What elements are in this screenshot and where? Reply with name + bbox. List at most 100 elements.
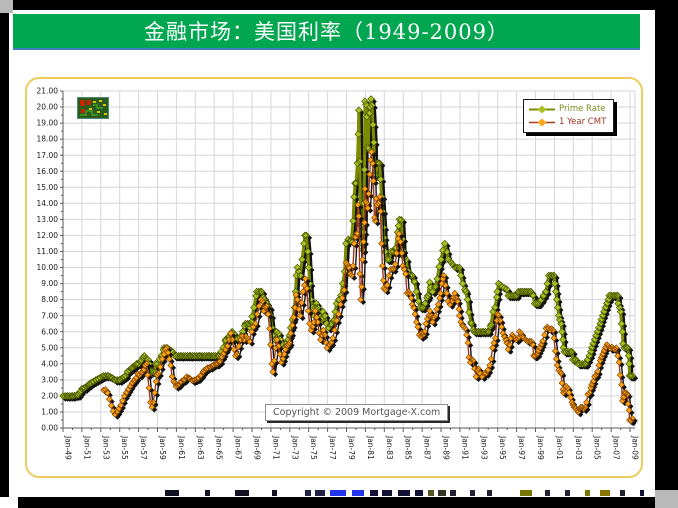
frame-border-top — [13, 0, 678, 10]
svg-text:Jan-99: Jan-99 — [536, 435, 545, 460]
svg-text:Jan-91: Jan-91 — [460, 435, 469, 460]
svg-text:Jan-53: Jan-53 — [101, 435, 110, 460]
svg-text:Jan-97: Jan-97 — [517, 435, 526, 460]
svg-text:15.00: 15.00 — [37, 183, 59, 192]
copyright-text: Copyright © 2009 Mortgage-X.com — [273, 407, 441, 418]
legend-label-prime-rate: Prime Rate — [559, 104, 606, 114]
svg-text:Jan-05: Jan-05 — [593, 435, 602, 460]
frame-border-left — [0, 13, 9, 497]
caption-fragment — [520, 490, 532, 496]
svg-text:Jan-81: Jan-81 — [366, 435, 375, 460]
svg-text:0.00: 0.00 — [41, 424, 58, 433]
svg-text:Jan-77: Jan-77 — [328, 435, 337, 460]
svg-text:Jan-63: Jan-63 — [196, 435, 205, 460]
caption-fragment — [600, 490, 610, 496]
svg-text:Jan-87: Jan-87 — [423, 435, 432, 460]
svg-text:17.00: 17.00 — [37, 151, 59, 160]
svg-text:19.00: 19.00 — [37, 119, 59, 128]
svg-text:2.00: 2.00 — [41, 392, 58, 401]
svg-text:6.00: 6.00 — [41, 327, 58, 336]
mortgage-x-logo-icon — [77, 97, 109, 119]
caption-fragment — [620, 490, 625, 496]
legend-item-prime-rate: Prime Rate — [529, 103, 606, 116]
svg-text:Jan-93: Jan-93 — [479, 435, 488, 460]
caption-fragment — [165, 490, 179, 496]
slide-title: 金融市场：美国利率（1949-2009） — [144, 20, 509, 44]
svg-text:Jan-61: Jan-61 — [177, 435, 186, 460]
svg-text:1.00: 1.00 — [41, 408, 58, 417]
chart-legend: Prime Rate 1 Year CMT — [523, 99, 615, 133]
svg-text:Jan-57: Jan-57 — [139, 435, 148, 460]
svg-text:Jan-55: Jan-55 — [120, 435, 129, 460]
clipped-caption-text — [0, 487, 678, 497]
caption-fragment — [382, 490, 392, 496]
svg-text:Jan-89: Jan-89 — [442, 435, 451, 460]
rate-chart: 21.00 20.00 19.00 18.00 17.00 16.00 15.00 14.00… — [25, 77, 643, 478]
svg-text:Jan-03: Jan-03 — [574, 435, 583, 460]
svg-text:3.00: 3.00 — [41, 376, 58, 385]
caption-fragment — [487, 490, 492, 496]
svg-text:12.00: 12.00 — [37, 231, 59, 240]
svg-text:Jan-01: Jan-01 — [555, 435, 564, 460]
svg-text:7.00: 7.00 — [41, 311, 58, 320]
svg-text:Jan-49: Jan-49 — [64, 435, 73, 460]
caption-fragment — [315, 490, 325, 496]
svg-text:Jan-65: Jan-65 — [215, 435, 224, 460]
svg-text:10.00: 10.00 — [37, 263, 59, 272]
copyright-watermark: Copyright © 2009 Mortgage-X.com — [265, 404, 449, 421]
frame-corner-bottomright — [655, 490, 678, 508]
svg-text:Jan-07: Jan-07 — [612, 435, 621, 460]
svg-text:20.00: 20.00 — [37, 103, 59, 112]
svg-text:9.00: 9.00 — [41, 279, 58, 288]
svg-text:14.00: 14.00 — [37, 199, 59, 208]
svg-text:Jan-09: Jan-09 — [631, 435, 640, 460]
svg-text:Jan-95: Jan-95 — [498, 435, 507, 460]
caption-fragment — [585, 490, 590, 496]
prime-rate-series — [59, 95, 639, 402]
svg-text:18.00: 18.00 — [37, 135, 59, 144]
caption-fragment — [545, 490, 550, 496]
caption-fragment — [352, 490, 364, 496]
slide-title-banner: 金融市场：美国利率（1949-2009） — [13, 14, 640, 50]
legend-item-1-year-cmt: 1 Year CMT — [529, 116, 606, 129]
svg-text:Jan-51: Jan-51 — [82, 435, 91, 460]
svg-text:11.00: 11.00 — [37, 247, 59, 256]
caption-fragment — [205, 490, 210, 496]
legend-label-1-year-cmt: 1 Year CMT — [559, 117, 607, 127]
caption-fragment — [370, 490, 378, 496]
caption-fragment — [415, 490, 423, 496]
svg-text:Jan-83: Jan-83 — [385, 435, 394, 460]
one-year-cmt-series — [100, 148, 638, 427]
caption-fragment — [565, 490, 570, 496]
svg-text:4.00: 4.00 — [41, 359, 58, 368]
svg-text:13.00: 13.00 — [37, 215, 59, 224]
svg-text:5.00: 5.00 — [41, 343, 58, 352]
caption-fragment — [272, 490, 277, 496]
cmt-swatch-icon — [529, 118, 555, 127]
svg-text:Jan-85: Jan-85 — [404, 435, 413, 460]
frame-border-right — [655, 10, 678, 490]
svg-text:Jan-73: Jan-73 — [290, 435, 299, 460]
caption-fragment — [450, 490, 456, 496]
frame-border-bottom — [18, 497, 655, 508]
caption-fragment — [470, 490, 475, 496]
svg-text:Jan-59: Jan-59 — [158, 435, 167, 460]
frame-corner-topleft — [0, 0, 13, 13]
svg-text:Jan-79: Jan-79 — [347, 435, 356, 460]
caption-fragment — [398, 490, 410, 496]
svg-text:Jan-67: Jan-67 — [234, 435, 243, 460]
svg-text:Jan-69: Jan-69 — [253, 435, 262, 460]
svg-text:21.00: 21.00 — [37, 87, 59, 96]
caption-fragment — [438, 490, 446, 496]
caption-fragment — [640, 490, 644, 496]
caption-fragment — [428, 490, 434, 496]
svg-text:16.00: 16.00 — [37, 167, 59, 176]
svg-text:Jan-75: Jan-75 — [309, 435, 318, 460]
caption-fragment — [235, 490, 249, 496]
svg-text:Jan-71: Jan-71 — [271, 435, 280, 460]
caption-fragment — [305, 490, 311, 496]
caption-fragment — [330, 490, 346, 496]
svg-text:8.00: 8.00 — [41, 295, 58, 304]
prime-rate-swatch-icon — [529, 105, 555, 114]
